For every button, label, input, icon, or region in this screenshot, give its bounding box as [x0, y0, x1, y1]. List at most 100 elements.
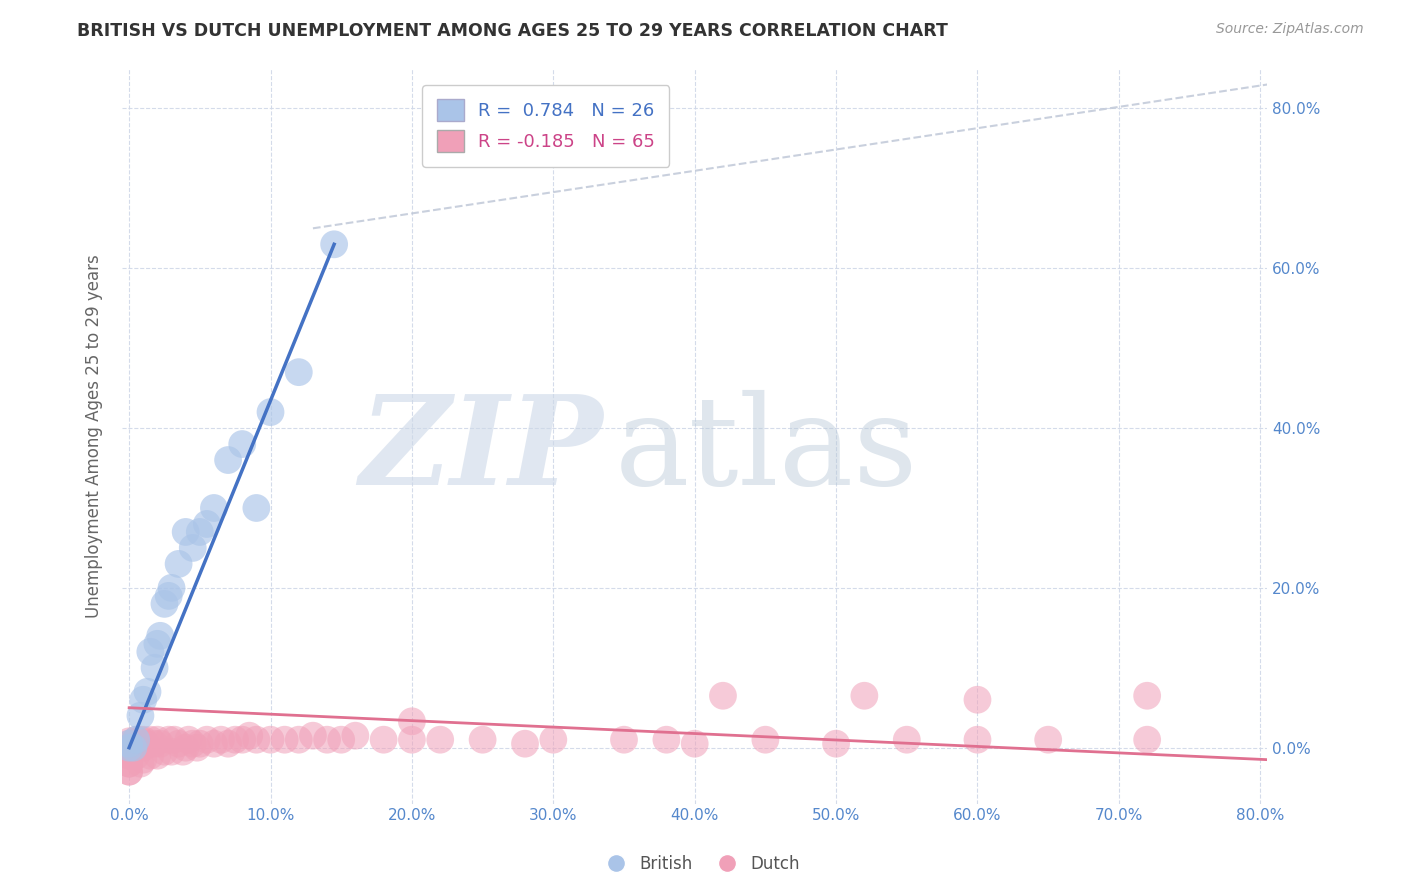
Point [149, 629, 172, 643]
Point [135, 737, 157, 751]
Point [132, 692, 155, 706]
Point [139, 732, 162, 747]
Point [132, 732, 155, 747]
Point [146, 748, 169, 763]
Point [471, 732, 494, 747]
Point [167, 737, 190, 751]
Point [1136, 689, 1159, 703]
Point [129, 732, 152, 747]
Point [129, 756, 152, 771]
Point [118, 756, 141, 771]
Point [330, 732, 353, 747]
Point [373, 732, 395, 747]
Point [825, 737, 848, 751]
Text: Source: ZipAtlas.com: Source: ZipAtlas.com [1216, 22, 1364, 37]
Point [118, 756, 141, 771]
Point [259, 732, 281, 747]
Point [259, 405, 281, 419]
Point [160, 745, 183, 759]
Point [139, 645, 162, 659]
Point [125, 732, 148, 747]
Point [160, 581, 183, 595]
Point [613, 732, 636, 747]
Point [146, 732, 169, 747]
Point [195, 732, 218, 747]
Point [149, 737, 172, 751]
Point [118, 734, 141, 748]
Point [429, 732, 451, 747]
Point [143, 661, 166, 675]
Point [245, 500, 267, 515]
Point [966, 692, 988, 706]
Point [513, 737, 536, 751]
Point [273, 732, 295, 747]
Point [209, 732, 232, 747]
Point [231, 732, 253, 747]
Point [316, 732, 339, 747]
Point [188, 524, 211, 539]
Point [288, 365, 311, 379]
Point [288, 732, 311, 747]
Point [125, 748, 148, 763]
Point [122, 740, 145, 755]
Point [966, 732, 988, 747]
Point [754, 732, 776, 747]
Point [157, 732, 180, 747]
Legend: British, Dutch: British, Dutch [599, 848, 807, 880]
Point [177, 732, 200, 747]
Point [146, 637, 169, 651]
Point [217, 737, 239, 751]
Point [655, 732, 678, 747]
Point [139, 748, 162, 763]
Point [118, 740, 141, 755]
Text: BRITISH VS DUTCH UNEMPLOYMENT AMONG AGES 25 TO 29 YEARS CORRELATION CHART: BRITISH VS DUTCH UNEMPLOYMENT AMONG AGES… [77, 22, 948, 40]
Point [125, 732, 148, 747]
Point [153, 745, 176, 759]
Point [118, 740, 141, 755]
Point [118, 748, 141, 763]
Point [118, 737, 141, 751]
Text: ZIP: ZIP [360, 390, 603, 511]
Point [132, 740, 155, 755]
Point [344, 729, 367, 743]
Point [118, 764, 141, 779]
Point [172, 745, 194, 759]
Point [129, 708, 152, 723]
Point [157, 589, 180, 603]
Point [231, 437, 253, 451]
Point [896, 732, 918, 747]
Point [1038, 732, 1060, 747]
Y-axis label: Unemployment Among Ages 25 to 29 years: Unemployment Among Ages 25 to 29 years [86, 254, 103, 618]
Point [302, 729, 325, 743]
Point [323, 237, 346, 252]
Point [174, 524, 197, 539]
Point [238, 729, 260, 743]
Point [118, 748, 141, 763]
Point [181, 541, 204, 555]
Point [224, 732, 246, 747]
Point [153, 597, 176, 611]
Point [136, 685, 159, 699]
Point [711, 689, 734, 703]
Point [167, 557, 190, 571]
Point [401, 732, 423, 747]
Point [202, 737, 225, 751]
Point [853, 689, 876, 703]
Point [143, 737, 166, 751]
Point [1136, 732, 1159, 747]
Point [163, 732, 186, 747]
Point [543, 732, 565, 747]
Point [118, 737, 141, 751]
Point [181, 737, 204, 751]
Text: atlas: atlas [614, 390, 918, 511]
Point [683, 737, 706, 751]
Point [186, 740, 208, 755]
Point [118, 740, 141, 755]
Legend: R =  0.784   N = 26, R = -0.185   N = 65: R = 0.784 N = 26, R = -0.185 N = 65 [422, 85, 669, 167]
Point [174, 740, 197, 755]
Point [132, 753, 155, 767]
Point [245, 732, 267, 747]
Point [118, 764, 141, 779]
Point [401, 714, 423, 729]
Point [195, 516, 218, 531]
